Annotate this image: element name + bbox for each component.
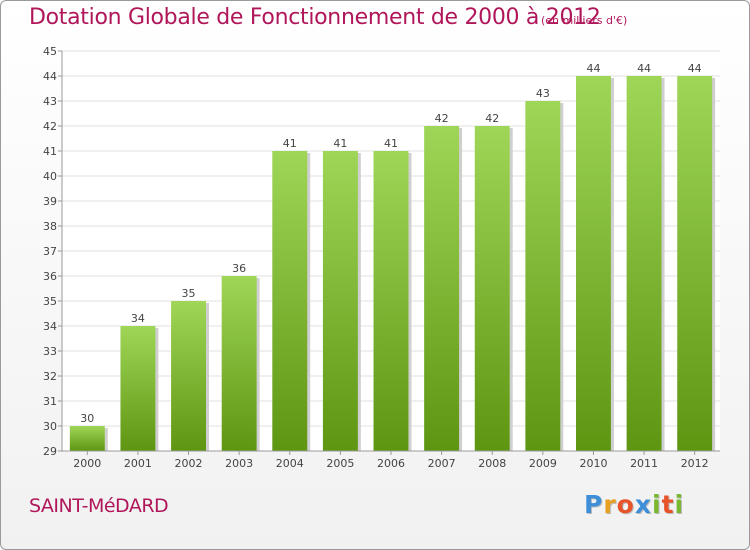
bar-value-label: 44 — [637, 62, 651, 75]
logo-letter: t — [661, 490, 675, 519]
bar — [69, 426, 105, 451]
y-tick-label: 44 — [43, 70, 57, 83]
axes: 29 30 31 32 33 34 35 36 37 38 39 40 41 42 43 44 45 2000 20… — [43, 45, 720, 470]
y-tick-label: 45 — [43, 45, 57, 58]
x-tick-label: 2001 — [124, 457, 152, 470]
y-tick-label: 33 — [43, 345, 57, 358]
bar-value-label: 36 — [232, 262, 246, 275]
bar — [525, 101, 561, 451]
chart-unit-subtitle: (en milliers d'€) — [541, 14, 628, 27]
bar-value-label: 30 — [80, 412, 94, 425]
x-tick-label: 2008 — [478, 457, 506, 470]
x-tick-label: 2005 — [326, 457, 354, 470]
x-tick-label: 2010 — [579, 457, 607, 470]
bar-value-label: 41 — [384, 137, 398, 150]
logo-letter: r — [603, 490, 617, 519]
bar-value-label: 41 — [283, 137, 297, 150]
x-tick-label: 2006 — [377, 457, 405, 470]
commune-name: SAINT-MéDARD — [29, 495, 169, 517]
logo-letter: o — [616, 490, 635, 519]
x-tick-label: 2002 — [175, 457, 203, 470]
bar — [626, 76, 662, 451]
bar — [221, 276, 257, 451]
y-tick-label: 40 — [43, 170, 57, 183]
logo-letter: i — [674, 490, 685, 519]
x-tick-label: 2000 — [73, 457, 101, 470]
y-tick-label: 31 — [43, 395, 57, 408]
y-tick-label: 29 — [43, 445, 57, 458]
logo-letter: x — [634, 490, 652, 519]
bar — [677, 76, 713, 451]
y-tick-label: 30 — [43, 420, 57, 433]
bar — [575, 76, 611, 451]
bar — [424, 126, 460, 451]
bar-value-label: 44 — [688, 62, 702, 75]
bar-value-label: 42 — [435, 112, 449, 125]
y-tick-label: 41 — [43, 145, 57, 158]
x-tick-label: 2003 — [225, 457, 253, 470]
bar-value-label: 43 — [536, 87, 550, 100]
x-tick-label: 2012 — [681, 457, 709, 470]
bar-value-label: 35 — [182, 287, 196, 300]
bar-value-label: 44 — [586, 62, 600, 75]
y-tick-label: 39 — [43, 195, 57, 208]
bar-value-label: 34 — [131, 312, 145, 325]
chart-title: Dotation Globale de Fonctionnement de 20… — [29, 5, 601, 30]
y-tick-label: 35 — [43, 295, 57, 308]
y-tick-label: 43 — [43, 95, 57, 108]
bar — [272, 151, 308, 451]
y-tick-label: 38 — [43, 220, 57, 233]
proxiti-logo: Proxiti — [584, 490, 684, 519]
x-tick-label: 2004 — [276, 457, 304, 470]
y-tick-label: 32 — [43, 370, 57, 383]
bar-value-label: 42 — [485, 112, 499, 125]
x-tick-label: 2007 — [428, 457, 456, 470]
logo-letter: P — [584, 490, 604, 519]
y-tick-label: 37 — [43, 245, 57, 258]
x-tick-label: 2009 — [529, 457, 557, 470]
bars: 30 34 35 36 41 41 41 42 42 43 44 44 44 — [69, 62, 716, 451]
bar — [322, 151, 358, 451]
x-tick-label: 2011 — [630, 457, 658, 470]
bar — [474, 126, 510, 451]
y-tick-label: 42 — [43, 120, 57, 133]
bar — [171, 301, 207, 451]
y-tick-label: 36 — [43, 270, 57, 283]
y-tick-label: 34 — [43, 320, 57, 333]
logo-letter: i — [652, 490, 662, 519]
bar — [120, 326, 156, 451]
bar-value-label: 41 — [333, 137, 347, 150]
bar — [373, 151, 409, 451]
